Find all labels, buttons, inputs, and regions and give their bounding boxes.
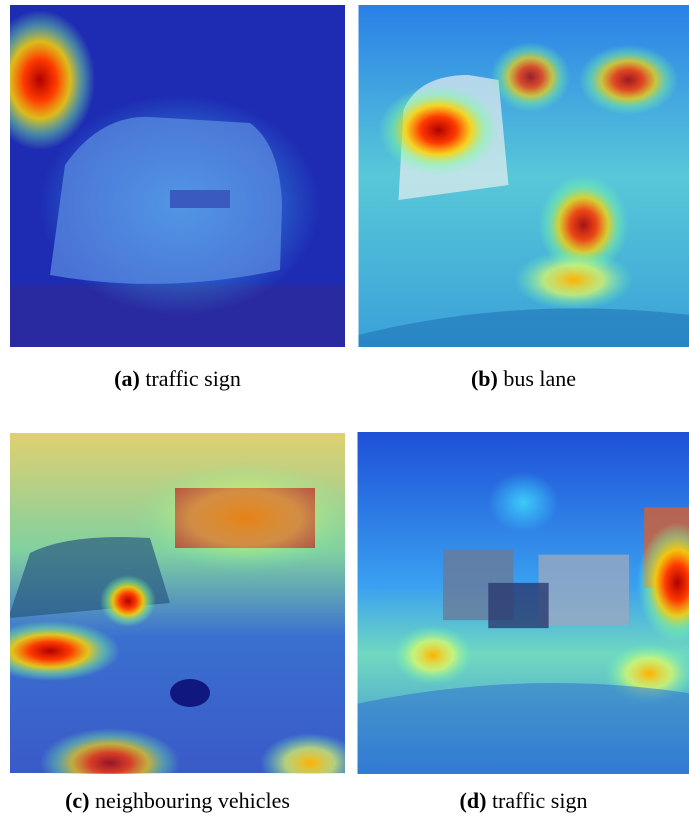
caption-text: neighbouring vehicles — [95, 788, 290, 813]
caption-label: (a) — [114, 366, 140, 391]
heatmap-image — [357, 432, 689, 774]
heatmap-image — [357, 5, 689, 347]
caption-text: traffic sign — [492, 788, 588, 813]
caption: (a) traffic sign — [5, 366, 350, 392]
caption-label: (c) — [65, 788, 89, 813]
figure-page: (a) traffic sign (b) bus lane (c) neighb… — [0, 0, 689, 819]
caption: (c) neighbouring vehicles — [5, 788, 350, 814]
caption-text: traffic sign — [145, 366, 241, 391]
caption-text: bus lane — [503, 366, 576, 391]
heatmap-image — [10, 5, 345, 347]
caption-label: (d) — [460, 788, 487, 813]
caption: (b) bus lane — [351, 366, 689, 392]
heatmap-image — [10, 432, 345, 774]
caption: (d) traffic sign — [351, 788, 689, 814]
caption-label: (b) — [471, 366, 498, 391]
